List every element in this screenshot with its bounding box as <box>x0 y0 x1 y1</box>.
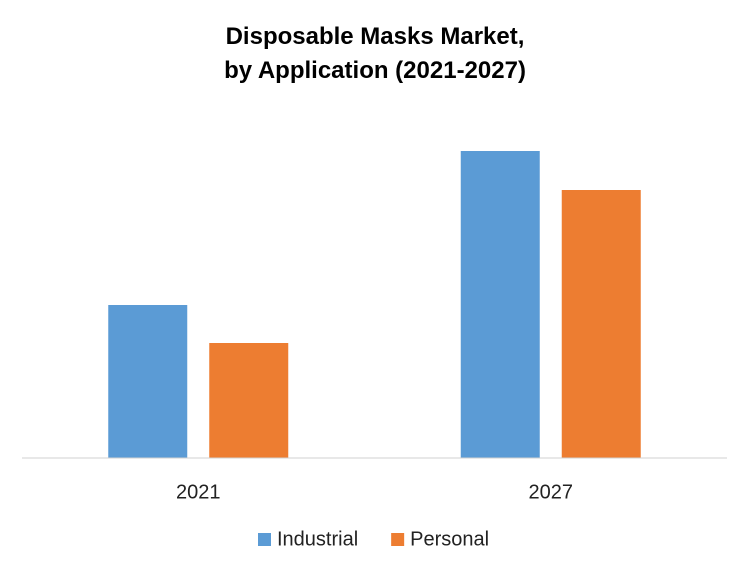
chart-title: Disposable Masks Market, by Application … <box>224 23 526 84</box>
bar <box>209 343 289 458</box>
legend-label: Industrial <box>277 528 358 550</box>
legend-label: Personal <box>410 528 489 550</box>
bar <box>108 305 188 458</box>
legend-swatch <box>391 533 405 546</box>
legend-swatch <box>258 533 271 546</box>
bar <box>561 190 641 458</box>
bar <box>460 151 540 458</box>
x-tick-label: 2021 <box>176 481 221 503</box>
x-tick-label: 2027 <box>529 481 574 503</box>
